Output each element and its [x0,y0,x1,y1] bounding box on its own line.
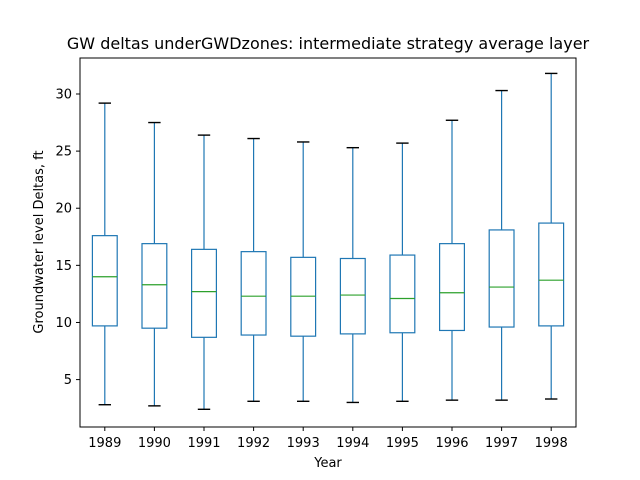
y-tick-label: 15 [55,259,72,274]
x-tick-label: 1995 [386,436,419,451]
box-iqr [240,251,267,336]
plot-frame [79,57,577,428]
box-1991 [191,134,218,410]
y-tick-label: 30 [55,87,72,102]
box-iqr [91,235,118,327]
x-tick-label: 1996 [435,436,468,451]
x-tick-label: 1998 [535,436,568,451]
box-1990 [141,121,168,407]
plot-area [79,57,577,428]
box-1997 [488,89,515,401]
box-1993 [290,141,317,402]
y-tick-label: 10 [55,316,72,331]
box-iqr [538,222,565,327]
x-tick-label: 1991 [187,436,220,451]
box-iqr [141,243,168,329]
box-1992 [240,137,267,402]
box-1989 [91,102,118,406]
box-1994 [339,146,366,404]
box-1998 [538,72,565,400]
x-tick-label: 1992 [237,436,270,451]
x-tick-label: 1997 [485,436,518,451]
box-1995 [389,142,416,402]
y-tick-label: 25 [55,145,72,160]
x-tick-label: 1990 [138,436,171,451]
chart-title: GW deltas underGWDzones: intermediate st… [67,34,590,53]
x-tick-label: 1994 [336,436,369,451]
box-iqr [439,243,466,332]
x-axis-label: Year [313,456,342,471]
y-tick-label: 20 [55,202,72,217]
box-1996 [439,119,466,401]
y-axis: 5 10 15 20 25 30 [55,87,80,388]
x-tick-label: 1989 [88,436,121,451]
box-iqr [339,257,366,335]
x-axis: 1989 1990 1991 1992 1993 1994 1995 1996 1997 1998 [88,427,568,451]
x-tick-label: 1993 [287,436,320,451]
box-iqr [488,229,515,328]
y-axis-label: Groundwater level Deltas, ft [32,150,47,333]
y-tick-label: 5 [64,373,72,388]
box-iqr [389,254,416,334]
box-iqr [191,248,218,338]
